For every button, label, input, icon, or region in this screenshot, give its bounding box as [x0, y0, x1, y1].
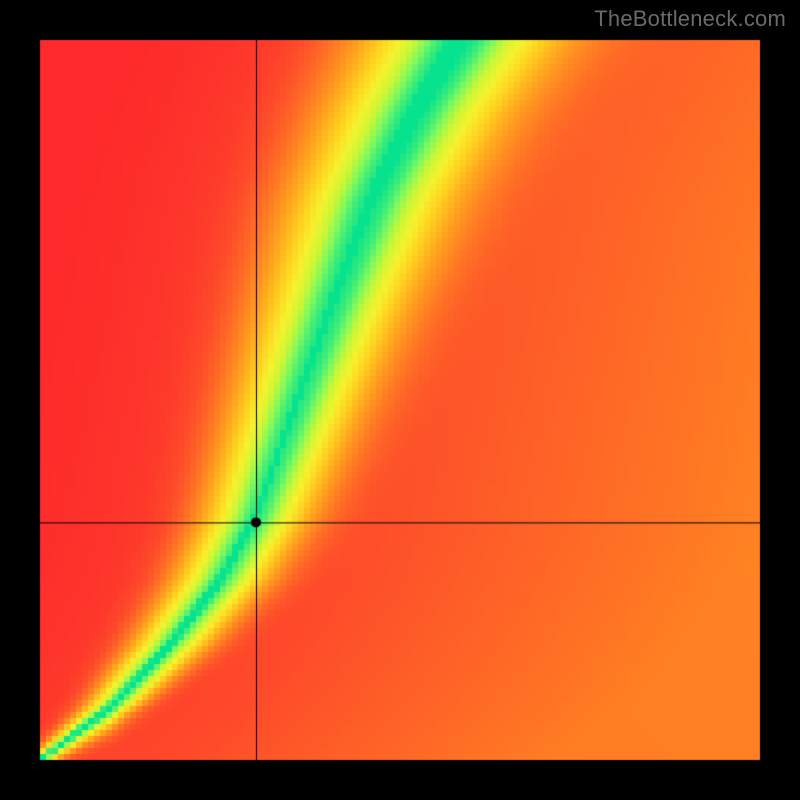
- watermark-label: TheBottleneck.com: [594, 6, 786, 32]
- heatmap-canvas: [0, 0, 800, 800]
- chart-container: TheBottleneck.com: [0, 0, 800, 800]
